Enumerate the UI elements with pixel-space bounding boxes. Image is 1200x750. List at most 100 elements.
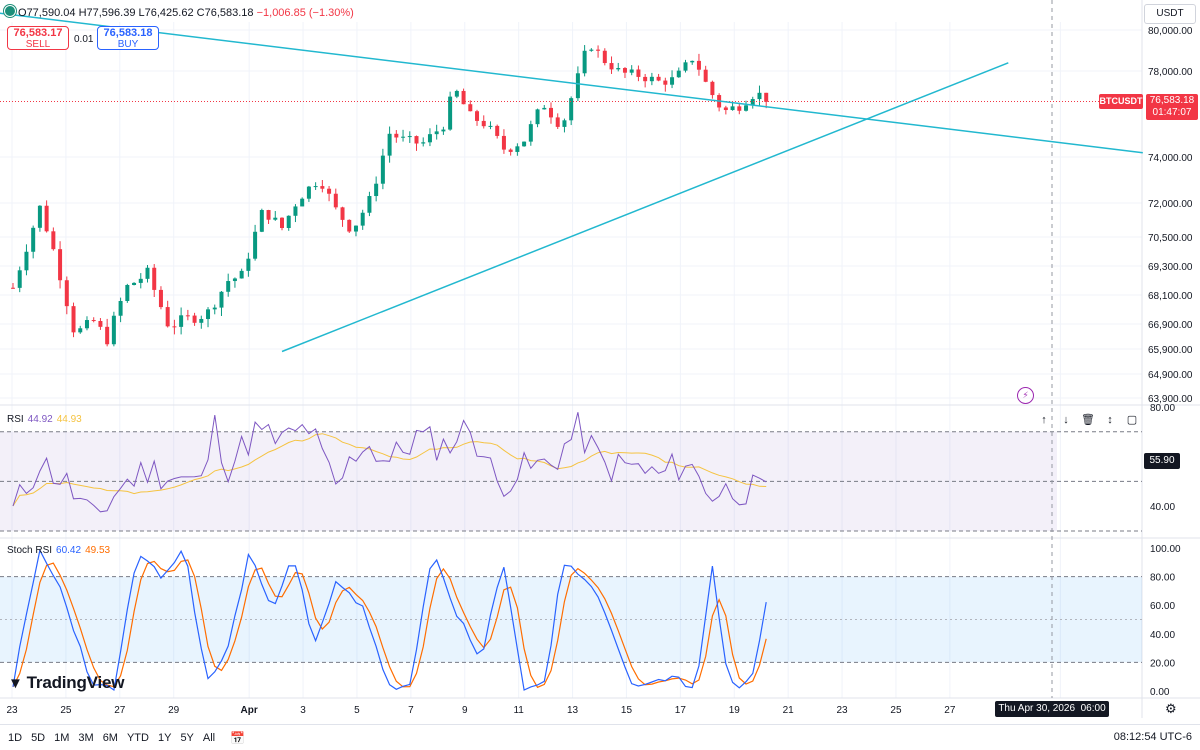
candle-body: [239, 270, 244, 279]
grid: [0, 0, 1200, 718]
last-price-value: 76,583.18: [1149, 95, 1195, 106]
candle-body: [320, 186, 325, 189]
ohlc-readout: O77,590.04 H77,596.39 L76,425.62 C76,583…: [4, 5, 354, 19]
change-value: −1,006.85 (−1.30%): [256, 7, 354, 19]
time-tick-label: 11: [513, 705, 524, 716]
buy-button[interactable]: 76,583.18 BUY: [97, 26, 159, 50]
sell-price: 76,583.17: [13, 27, 63, 39]
candle-body: [24, 251, 29, 271]
timeframe-1m[interactable]: 1M: [54, 731, 70, 744]
candle-body: [125, 284, 130, 302]
candle-body: [273, 217, 278, 220]
candle-body: [165, 307, 170, 327]
candle-body: [582, 50, 587, 74]
candle-body: [206, 309, 211, 319]
arrow-up-icon[interactable]: ↑: [1041, 414, 1047, 426]
candle-body: [226, 281, 231, 292]
maximize-icon[interactable]: ▢: [1126, 414, 1138, 426]
candles[interactable]: [0, 45, 1142, 347]
candle-body: [111, 315, 116, 345]
sell-button[interactable]: 76,583.17 SELL: [7, 26, 69, 50]
timeframe-5d[interactable]: 5D: [31, 731, 46, 744]
stoch-legend[interactable]: Stoch RSI 60.42 49.53: [7, 545, 110, 556]
candle-body: [414, 136, 419, 144]
stoch-k-value: 60.42: [56, 545, 82, 556]
candle-body: [11, 287, 15, 289]
time-tick-label: 27: [944, 705, 956, 716]
price-tick-label: 65,900.00: [1148, 345, 1193, 356]
candle-body: [643, 76, 648, 82]
candle-body: [327, 188, 332, 194]
timeframe-1d[interactable]: 1D: [8, 731, 23, 744]
trash-icon[interactable]: 🗑: [1081, 414, 1095, 426]
trendlines[interactable]: [0, 12, 1143, 353]
stoch-tick-label: 0.00: [1150, 687, 1170, 698]
candle-body: [750, 99, 755, 106]
bar-countdown: 01:47:07: [1152, 107, 1192, 118]
gear-icon[interactable]: ⚙: [1165, 701, 1177, 716]
logo-text: TradingView: [26, 673, 125, 692]
buy-price: 76,583.18: [103, 27, 153, 39]
crosshair-date-tag: Thu Apr 30, 2026 06:00: [995, 701, 1109, 717]
price-tick-label: 69,300.00: [1148, 262, 1193, 273]
last-price-tag: 76,583.18 01:47:07: [1146, 94, 1198, 120]
candle-body: [84, 320, 89, 329]
lightning-icon[interactable]: ⚡: [1017, 387, 1034, 404]
stoch-pane[interactable]: 100.00 80.00 60.00 40.00 20.00 0.00: [0, 544, 1181, 698]
arrow-down-icon[interactable]: ↓: [1063, 414, 1069, 426]
price-tick-label: 72,000.00: [1148, 199, 1193, 210]
timeframe-6m[interactable]: 6M: [102, 731, 118, 744]
collapse-icon[interactable]: ↕: [1107, 414, 1113, 426]
timeframe-3m[interactable]: 3M: [78, 731, 94, 744]
time-tick-label: 17: [675, 705, 687, 716]
candle-body: [764, 92, 769, 102]
candle-body: [199, 318, 204, 323]
candle-body: [105, 326, 110, 345]
candle-body: [185, 315, 190, 317]
timeframe-1y[interactable]: 1Y: [157, 731, 172, 744]
candle-body: [232, 278, 237, 282]
candle-body: [448, 96, 453, 130]
candle-body: [589, 49, 594, 51]
sell-label: SELL: [25, 39, 51, 50]
currency-selector[interactable]: USDT: [1144, 4, 1196, 24]
candle-body: [501, 135, 506, 150]
candle-body: [656, 76, 661, 81]
stoch-tick-label: 40.00: [1150, 630, 1175, 641]
timeframe-ytd[interactable]: YTD: [126, 731, 149, 744]
candle-body: [192, 315, 197, 323]
timeframe-all[interactable]: All: [202, 731, 216, 744]
candle-body: [757, 92, 762, 100]
candle-body: [407, 136, 412, 138]
rsi-label: RSI: [7, 414, 24, 425]
rsi-legend[interactable]: RSI 44.92 44.93: [7, 414, 82, 425]
candle-body: [461, 90, 466, 105]
candle-body: [380, 155, 385, 184]
candle-body: [569, 98, 574, 121]
stoch-tick-label: 60.00: [1150, 601, 1175, 612]
candle-body: [609, 63, 614, 70]
price-tick-label: 80,000.00: [1148, 26, 1193, 37]
time-tick-label: 7: [408, 705, 414, 716]
timeframe-5y[interactable]: 5Y: [180, 731, 194, 744]
candle-body: [259, 210, 264, 232]
time-tick-label: 29: [168, 705, 180, 716]
high-value: 77,596.39: [86, 7, 136, 19]
candle-body: [212, 307, 217, 310]
candle-body: [744, 105, 749, 111]
candle-body: [286, 215, 291, 229]
candle-body: [475, 111, 480, 121]
calendar-icon[interactable]: 📅: [230, 730, 246, 745]
candle-body: [353, 225, 358, 232]
clock: 08:12:54 UTC-6: [1113, 731, 1192, 743]
rsi-ma-value: 44.93: [56, 414, 82, 425]
candle-body: [562, 120, 567, 127]
axes: 80,000.00 78,000.00 74,000.00 72,000.00 70,5…: [6, 0, 1193, 716]
candle-body: [636, 69, 641, 77]
candle-body: [367, 196, 372, 213]
candle-body: [488, 125, 493, 127]
crosshair-date: Thu Apr 30, 2026: [998, 703, 1076, 714]
tradingview-logo[interactable]: ▼ TradingView: [8, 673, 124, 693]
